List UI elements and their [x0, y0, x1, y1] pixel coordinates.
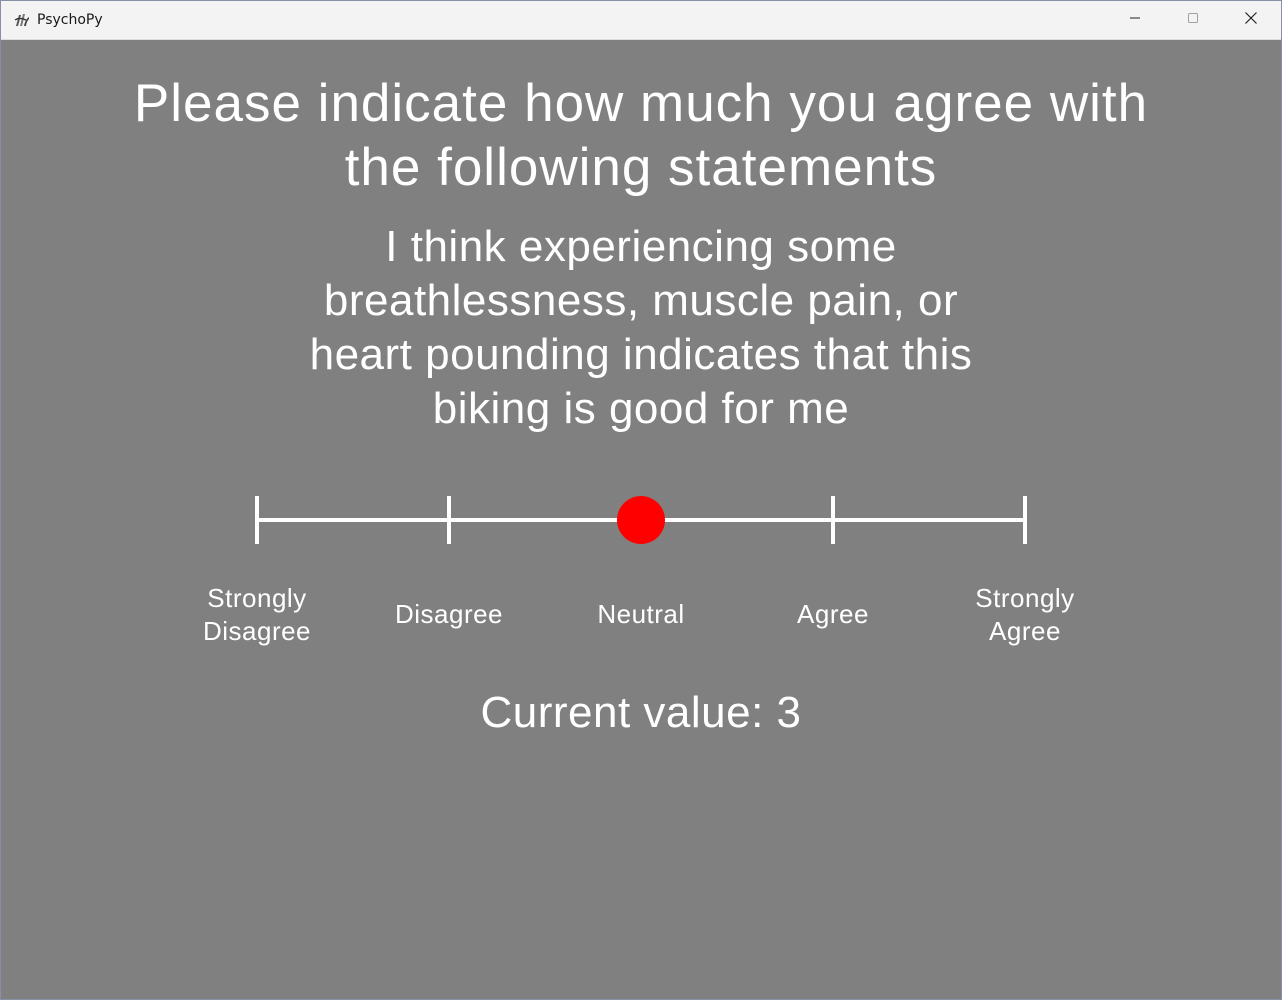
maximize-button[interactable]: [1164, 1, 1222, 39]
psychopy-icon: [13, 11, 31, 29]
close-button[interactable]: [1222, 1, 1280, 39]
scale-label[interactable]: Agree: [797, 599, 869, 629]
rating-marker[interactable]: [617, 496, 665, 544]
scale-label[interactable]: Strongly Agree: [975, 583, 1075, 646]
close-icon: [1244, 11, 1258, 30]
scale-label[interactable]: Disagree: [394, 599, 504, 629]
rating-scale[interactable]: [1, 40, 1281, 999]
title-bar: PsychoPy: [1, 1, 1281, 40]
minimize-icon: [1129, 11, 1141, 29]
maximize-icon: [1187, 11, 1199, 29]
instruction-heading: Please indicate how much you agree with …: [133, 74, 1149, 197]
statement-text: I think experiencing some breathlessness…: [309, 222, 973, 433]
scale-label[interactable]: Strongly Disagree: [202, 583, 312, 646]
window-title: PsychoPy: [37, 12, 103, 28]
experiment-screen: Please indicate how much you agree with …: [1, 40, 1281, 999]
minimize-button[interactable]: [1106, 1, 1164, 39]
current-value-text: Current value: 3: [480, 688, 802, 737]
scale-label[interactable]: Neutral: [597, 599, 685, 629]
